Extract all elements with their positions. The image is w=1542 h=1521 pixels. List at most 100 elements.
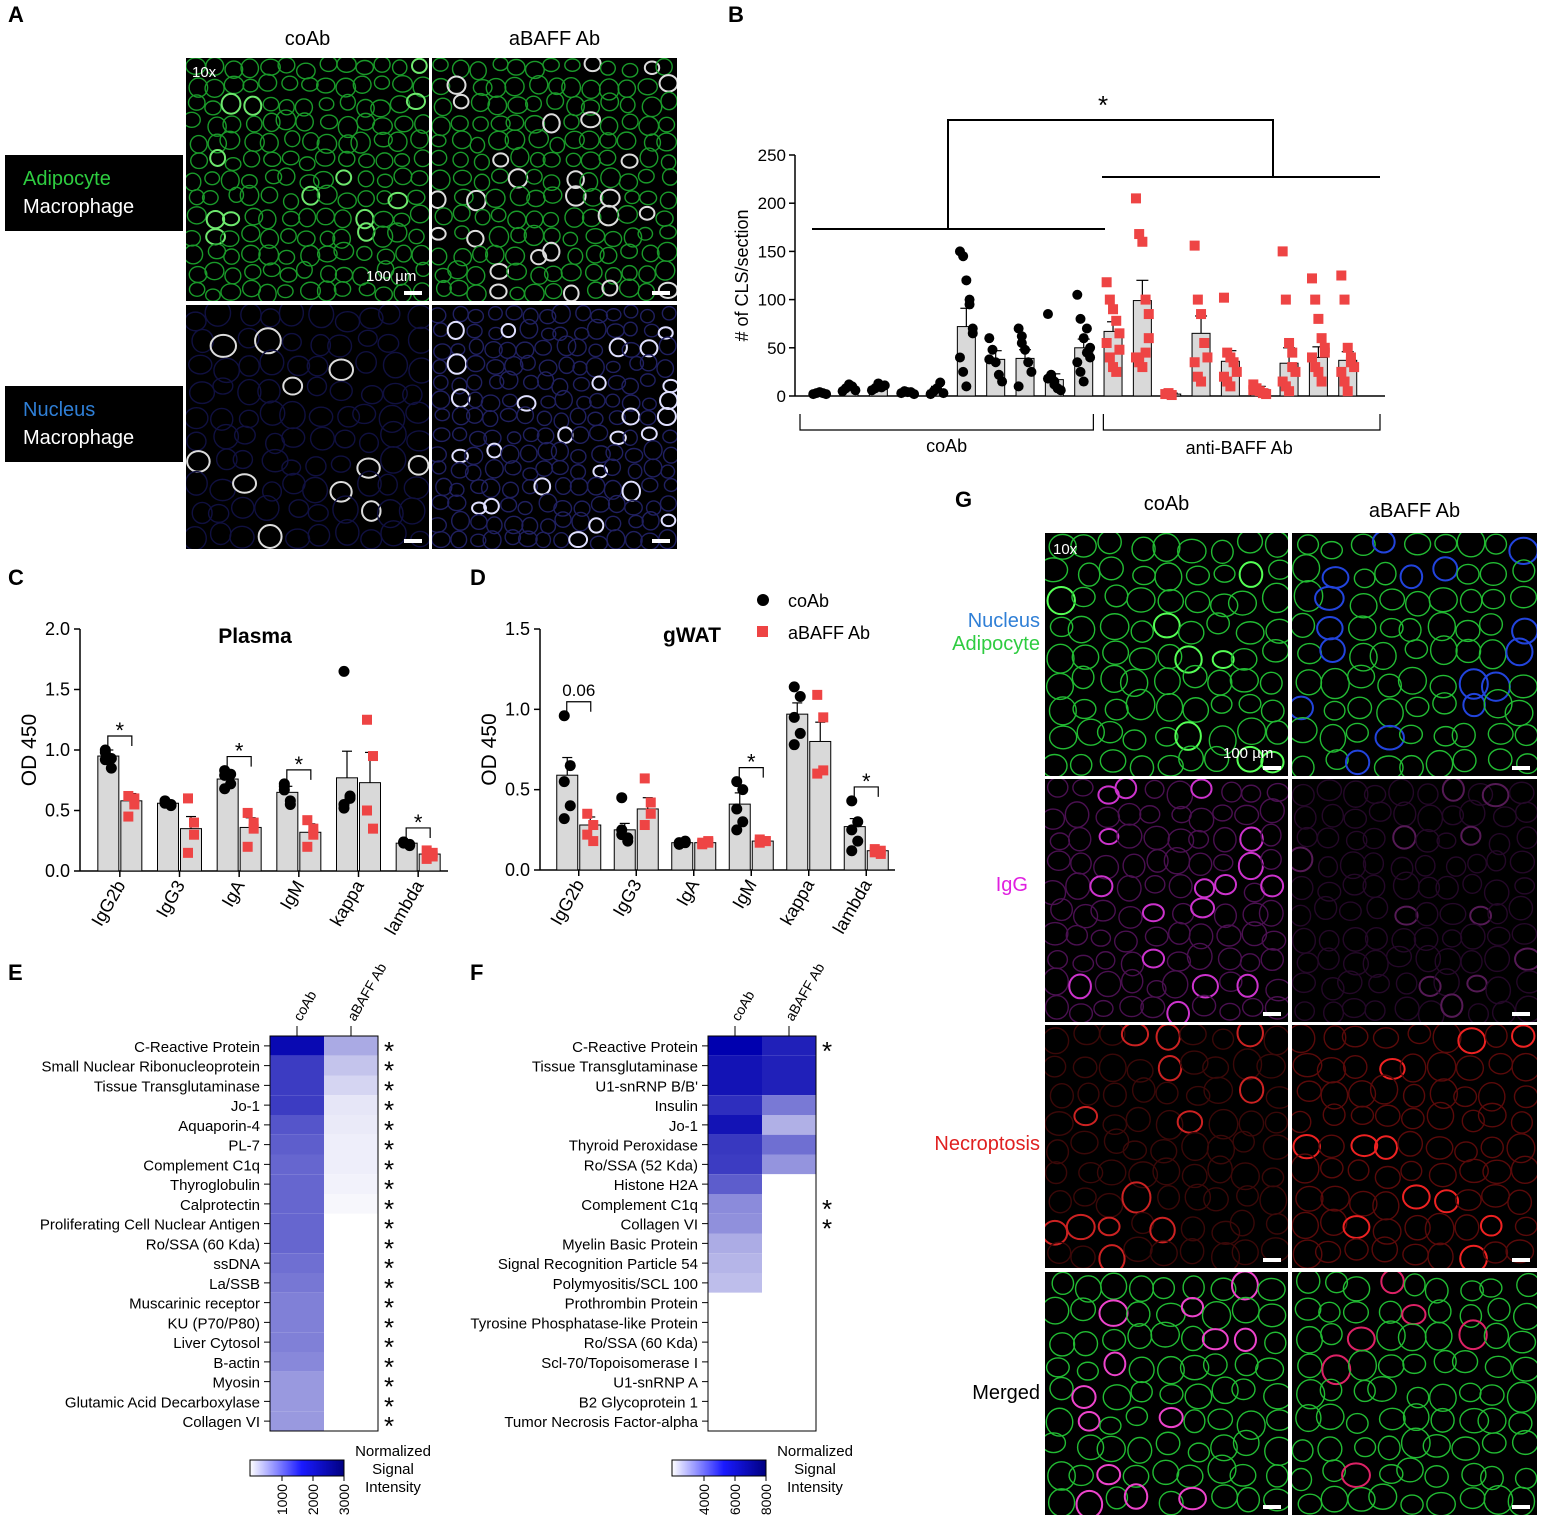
row-label: C-Reactive Protein: [572, 1039, 698, 1056]
significance-star: *: [384, 1293, 394, 1323]
cell-outline: [1152, 1459, 1180, 1486]
micrograph-g-coab-nucleus-adipocyte: 10x 100 µm: [1045, 533, 1288, 776]
cell-outline: [1486, 926, 1511, 946]
heatmap-cell: [708, 1134, 762, 1155]
cell-outline: [605, 444, 624, 462]
cell-outline: [1507, 1486, 1536, 1515]
cell-outline: [1104, 698, 1129, 721]
cell-outline: [1292, 1467, 1313, 1492]
cell-outline: [1316, 616, 1344, 641]
cell-outline: [328, 358, 355, 382]
cell-outline: [534, 339, 553, 356]
cell-outline: [604, 230, 623, 248]
heatmap-cell: [708, 1174, 762, 1194]
cell-outline: [639, 373, 656, 388]
cell-outline: [191, 328, 214, 354]
cell-outline: [378, 305, 401, 325]
cell-outline: [1400, 1160, 1423, 1182]
cell-outline: [472, 78, 493, 97]
significance-bracket: [107, 735, 133, 746]
cell-outline: [1096, 1463, 1122, 1486]
cell-outline: [500, 497, 518, 513]
data-point: [588, 836, 599, 847]
cell-outline: [327, 334, 353, 358]
data-point: [564, 760, 576, 772]
cell-outline: [1067, 615, 1096, 644]
cell-outline: [1343, 808, 1368, 829]
data-point: [1349, 362, 1360, 373]
cell-outline: [407, 326, 429, 354]
data-point: [159, 795, 171, 807]
cell-outline: [432, 460, 447, 475]
cell-outline: [1073, 1025, 1101, 1046]
cell-outline: [1126, 587, 1156, 613]
cell-outline: [1047, 1241, 1072, 1264]
cell-outline: [435, 279, 452, 298]
cell-outline: [1485, 976, 1512, 1005]
cell-outline: [1130, 620, 1154, 643]
cell-outline: [1230, 1162, 1260, 1191]
data-point: [954, 352, 965, 363]
x-tick-label: IgA: [672, 876, 703, 909]
cell-outline: [579, 172, 599, 192]
data-point: [703, 837, 714, 848]
cell-outline: [1481, 588, 1506, 610]
cell-outline: [1077, 1411, 1101, 1432]
cell-outline: [1466, 974, 1488, 993]
cell-outline: [1429, 635, 1458, 666]
cell-outline: [1385, 945, 1413, 968]
heatmap-cell: [324, 1154, 378, 1175]
cell-outline: [1429, 1078, 1459, 1109]
data-point: [852, 816, 864, 828]
cell-outline: [380, 420, 407, 448]
significance-star: *: [384, 1411, 394, 1441]
cell-outline: [554, 477, 572, 496]
cell-outline: [1345, 1412, 1369, 1434]
cell-outline: [659, 391, 677, 411]
cell-outline: [1484, 1355, 1512, 1379]
cell-outline: [1229, 1209, 1255, 1237]
row-label: Complement C1q: [143, 1157, 260, 1174]
cell-outline: [1116, 874, 1142, 902]
cell-outline: [484, 340, 503, 359]
cell-outline: [335, 518, 360, 546]
data-point: [958, 251, 969, 262]
cell-outline: [655, 58, 673, 76]
cell-outline: [1102, 1082, 1127, 1108]
cell-outline: [257, 283, 277, 301]
cell-outline: [599, 188, 621, 208]
cell-outline: [466, 323, 483, 339]
cell-outline: [608, 337, 628, 358]
cell-outline: [260, 308, 281, 328]
cell-outline: [1467, 853, 1488, 874]
data-point: [1189, 357, 1200, 368]
cell-outline: [468, 430, 488, 448]
cell-outline: [1369, 1074, 1399, 1105]
cell-outline: [1514, 995, 1537, 1022]
cell-outline: [1121, 1181, 1152, 1214]
cell-outline: [1045, 1161, 1068, 1185]
row-label: PL-7: [228, 1138, 260, 1155]
cell-outline: [643, 133, 662, 152]
y-tick-label: 100: [758, 291, 786, 310]
cell-outline: [433, 343, 452, 360]
data-point: [794, 690, 806, 702]
row-label: Jo-1: [231, 1098, 260, 1115]
cell-outline: [1292, 1153, 1320, 1184]
cell-outline: [489, 283, 508, 300]
cell-outline: [209, 333, 238, 358]
cell-outline: [1341, 1462, 1371, 1488]
cell-outline: [1114, 779, 1138, 800]
cell-outline: [1405, 696, 1430, 718]
cell-outline: [519, 318, 539, 339]
heatmap-cell: [708, 1273, 762, 1293]
cell-outline: [628, 514, 644, 529]
cell-outline: [584, 263, 603, 282]
data-point: [812, 689, 823, 700]
cell-outline: [224, 267, 242, 285]
cell-outline: [1337, 970, 1363, 995]
cell-outline: [1317, 947, 1340, 971]
cell-outline: [1455, 619, 1481, 643]
data-point: [639, 773, 650, 784]
cell-outline: [1424, 1212, 1455, 1246]
